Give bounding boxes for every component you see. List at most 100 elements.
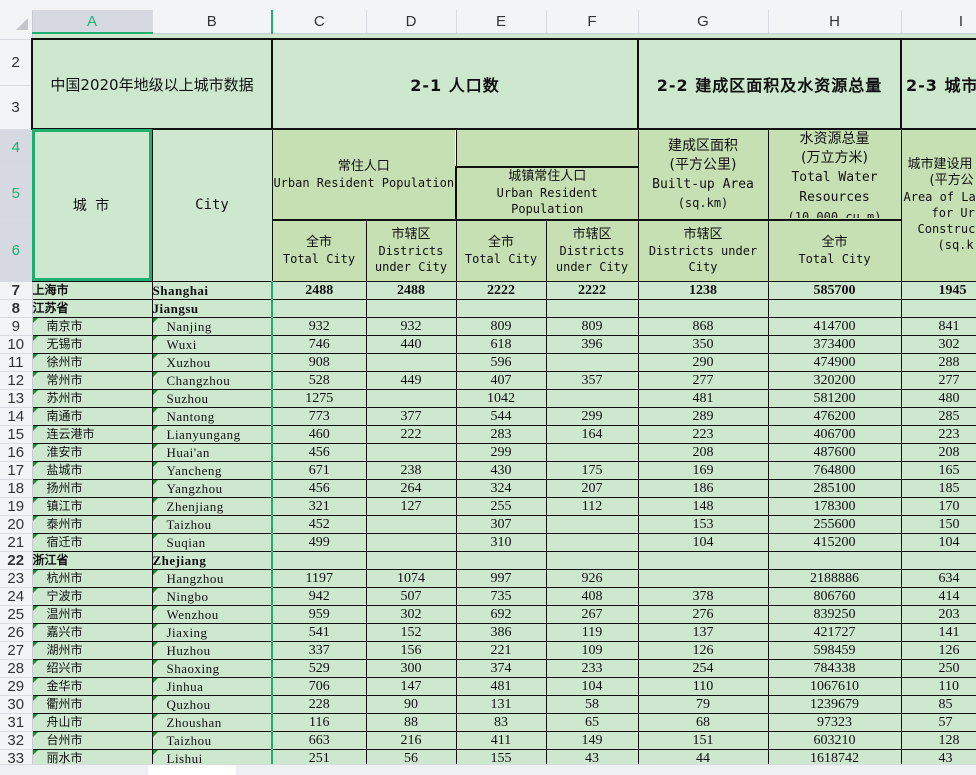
cell-f[interactable]: 2222: [546, 281, 638, 299]
cell-g[interactable]: [638, 299, 768, 317]
city-en-cell[interactable]: Shanghai: [152, 281, 272, 299]
cell-e[interactable]: 618: [456, 335, 546, 353]
cell-h[interactable]: 421727: [768, 623, 901, 641]
city-en-cell[interactable]: Wuxi: [152, 335, 272, 353]
cell-h[interactable]: 581200: [768, 389, 901, 407]
column-header-d[interactable]: D: [366, 10, 456, 33]
cell-f[interactable]: [546, 353, 638, 371]
cell-e[interactable]: 374: [456, 659, 546, 677]
cell-i[interactable]: 285: [901, 407, 976, 425]
section-2-3-header[interactable]: 2-3 城市: [901, 39, 976, 129]
city-en-cell[interactable]: Lishui: [152, 749, 272, 764]
sheet-title[interactable]: 中国2020年地级以上城市数据: [32, 39, 272, 129]
city-en-cell[interactable]: Taizhou: [152, 731, 272, 749]
cell-d[interactable]: [366, 551, 456, 569]
cell-g[interactable]: 137: [638, 623, 768, 641]
cell-f[interactable]: [546, 443, 638, 461]
cell-d[interactable]: 2488: [366, 281, 456, 299]
cell-d[interactable]: 507: [366, 587, 456, 605]
row-header-10[interactable]: 10: [0, 335, 32, 353]
row-header-2[interactable]: 2: [0, 39, 32, 85]
city-en-cell[interactable]: Shaoxing: [152, 659, 272, 677]
cell-h[interactable]: 1239679: [768, 695, 901, 713]
cell-g[interactable]: 104: [638, 533, 768, 551]
city-cn-cell[interactable]: 嘉兴市: [32, 623, 152, 641]
cell-g[interactable]: 350: [638, 335, 768, 353]
cell-e[interactable]: 407: [456, 371, 546, 389]
cell-g[interactable]: 44: [638, 749, 768, 764]
city-en-cell[interactable]: Jiaxing: [152, 623, 272, 641]
cell-e[interactable]: [456, 299, 546, 317]
city-cn-cell[interactable]: 绍兴市: [32, 659, 152, 677]
cell-g[interactable]: 868: [638, 317, 768, 335]
row-header-15[interactable]: 15: [0, 425, 32, 443]
column-header-a[interactable]: A: [32, 10, 152, 33]
city-cn-cell[interactable]: 湖州市: [32, 641, 152, 659]
cell-f[interactable]: 104: [546, 677, 638, 695]
cell-c[interactable]: 321: [272, 497, 366, 515]
row-header-23[interactable]: 23: [0, 569, 32, 587]
cell-d[interactable]: 449: [366, 371, 456, 389]
cell-f[interactable]: 58: [546, 695, 638, 713]
column-header-g[interactable]: G: [638, 10, 768, 33]
cell-d[interactable]: 90: [366, 695, 456, 713]
cell-f[interactable]: 65: [546, 713, 638, 731]
city-en-cell[interactable]: Hangzhou: [152, 569, 272, 587]
cell-d[interactable]: 156: [366, 641, 456, 659]
cell-d[interactable]: [366, 443, 456, 461]
cell-g[interactable]: 110: [638, 677, 768, 695]
city-en-cell[interactable]: Yancheng: [152, 461, 272, 479]
cell-h[interactable]: [768, 551, 901, 569]
cell-e[interactable]: 283: [456, 425, 546, 443]
cell-i[interactable]: 634: [901, 569, 976, 587]
cell-i[interactable]: 104: [901, 533, 976, 551]
cell-c[interactable]: 942: [272, 587, 366, 605]
city-cn-cell[interactable]: 无锡市: [32, 335, 152, 353]
cell-c[interactable]: 2488: [272, 281, 366, 299]
row-header-32[interactable]: 32: [0, 731, 32, 749]
cell-h[interactable]: 97323: [768, 713, 901, 731]
cell-d[interactable]: 302: [366, 605, 456, 623]
cell-i[interactable]: 141: [901, 623, 976, 641]
spreadsheet-grid[interactable]: A B C D E F G H I 2 中国2020年地级以上城市数据 2-1 …: [0, 10, 976, 764]
cell-e[interactable]: 411: [456, 731, 546, 749]
cell-e[interactable]: 386: [456, 623, 546, 641]
cell-i[interactable]: 288: [901, 353, 976, 371]
cell-i[interactable]: 57: [901, 713, 976, 731]
cell-c[interactable]: 228: [272, 695, 366, 713]
cell-i[interactable]: [901, 299, 976, 317]
row-header-26[interactable]: 26: [0, 623, 32, 641]
cell-d[interactable]: 127: [366, 497, 456, 515]
cell-h[interactable]: 415200: [768, 533, 901, 551]
city-en-cell[interactable]: Zhenjiang: [152, 497, 272, 515]
cell-e[interactable]: 997: [456, 569, 546, 587]
sheet-tab-bar[interactable]: [0, 764, 976, 775]
cell-f[interactable]: [546, 551, 638, 569]
cell-h[interactable]: 806760: [768, 587, 901, 605]
cell-i[interactable]: 414: [901, 587, 976, 605]
water-resources-header[interactable]: 水资源总量 (万立方米) Total Water Resources (10,0…: [768, 129, 901, 220]
city-cn-cell[interactable]: 常州市: [32, 371, 152, 389]
city-en-cell[interactable]: Jiangsu: [152, 299, 272, 317]
cell-h[interactable]: 598459: [768, 641, 901, 659]
cell-f[interactable]: 43: [546, 749, 638, 764]
cell-g[interactable]: 289: [638, 407, 768, 425]
resident-population-header[interactable]: 常住人口 Urban Resident Population: [272, 129, 456, 220]
city-en-header[interactable]: City: [152, 129, 272, 281]
cell-d[interactable]: 238: [366, 461, 456, 479]
cell-i[interactable]: 85: [901, 695, 976, 713]
city-cn-cell[interactable]: 宿迁市: [32, 533, 152, 551]
cell-c[interactable]: 529: [272, 659, 366, 677]
cell-g[interactable]: 153: [638, 515, 768, 533]
row-header-27[interactable]: 27: [0, 641, 32, 659]
cell-g[interactable]: [638, 551, 768, 569]
cell-f[interactable]: [546, 299, 638, 317]
cell-i[interactable]: 185: [901, 479, 976, 497]
row-header-5[interactable]: 5: [0, 167, 32, 220]
section-2-1-population[interactable]: 2-1 人口数: [272, 39, 638, 129]
cell-f[interactable]: [546, 389, 638, 407]
cell-g[interactable]: 481: [638, 389, 768, 407]
column-header-f[interactable]: F: [546, 10, 638, 33]
